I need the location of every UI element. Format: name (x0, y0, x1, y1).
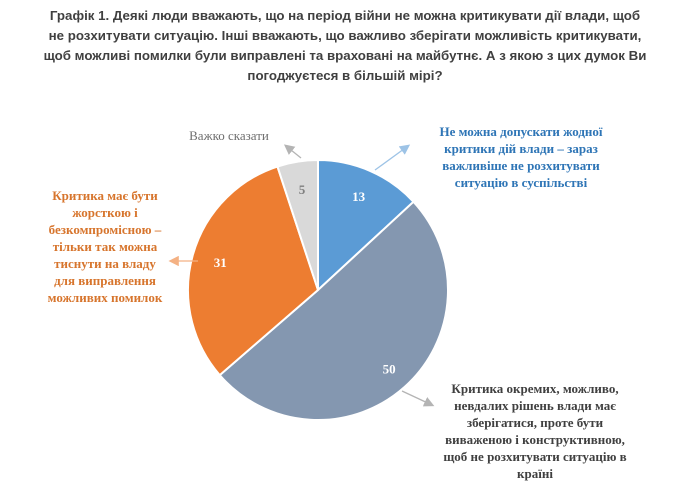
leader-line-blue (374, 144, 411, 171)
annotation-line: жорсткою і (72, 205, 138, 220)
slice-hard-to-say (276, 158, 319, 291)
annotation-line: виваженою і конструктивною, (445, 432, 625, 447)
title-line: Графік 1. Деякі люди вважають, що на пер… (49, 8, 641, 23)
annotation-line: критики дій влади – зараз (444, 141, 598, 156)
title-line: погоджуєтеся в більшій мірі? (247, 68, 443, 83)
slice-cannot-criticize (317, 158, 415, 293)
slice-harsh-criticism (187, 165, 320, 377)
annotation-line: важливіше не розхитувати (442, 158, 600, 173)
slice-constructive-criticism (218, 200, 449, 422)
annotation-cannot-criticize: Не можна допускати жодної критики дій вл… (405, 123, 637, 191)
annotation-line: ситуацію в суспільстві (454, 175, 588, 190)
annotation-hard-to-say: Важко сказати (170, 127, 288, 144)
annotation-line: Важко сказати (189, 128, 269, 143)
annotation-line: Критика окремих, можливо, (451, 381, 619, 396)
leader-line-light (283, 144, 302, 159)
annotation-line: зберігатися, проте бути (466, 415, 604, 430)
annotation-line: можливих помилок (47, 290, 163, 305)
leader-lines (168, 144, 435, 407)
data-label: 31 (214, 255, 227, 270)
annotation-line: тільки так можна (52, 239, 158, 254)
annotation-line: безкомпромісною – (48, 222, 162, 237)
title-line: щоб можливі помилки були виправлені та в… (43, 48, 647, 63)
data-label: 5 (299, 182, 306, 197)
annotation-line: для виправлення (54, 273, 156, 288)
data-label: 13 (352, 189, 366, 204)
annotation-line: щоб не розхитувати ситуацію в (443, 449, 627, 464)
annotation-line: тиснути на владу (54, 256, 156, 271)
title-line: не розхитувати ситуацію. Інші вважають, … (48, 28, 642, 43)
annotation-harsh-criticism: Критика має бути жорсткою і безкомпроміс… (20, 187, 190, 306)
annotation-line: невдалих рішень влади має (454, 398, 616, 413)
leader-line-gray (401, 390, 435, 407)
chart-title: Графік 1. Деякі люди вважають, що на пер… (0, 6, 690, 86)
annotation-line: Критика має бути (52, 188, 158, 203)
annotation-constructive-criticism: Критика окремих, можливо, невдалих рішен… (405, 380, 665, 482)
annotation-line: Не можна допускати жодної (439, 124, 603, 139)
annotation-line: країні (517, 466, 553, 481)
data-label: 50 (383, 361, 396, 376)
